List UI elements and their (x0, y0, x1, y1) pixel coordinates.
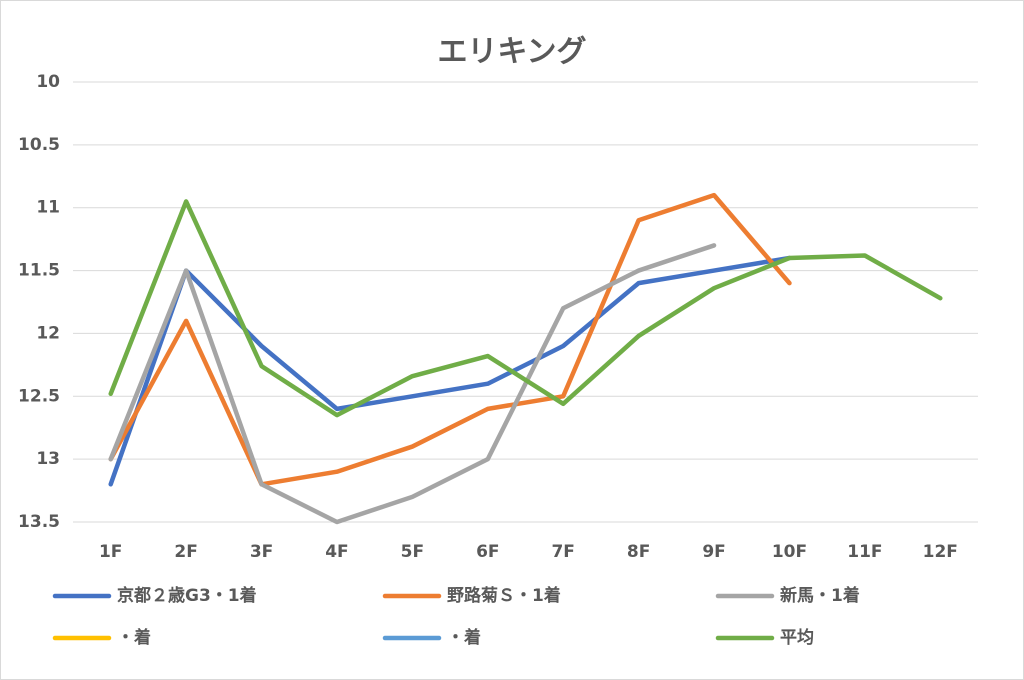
series-line (108, 192, 792, 487)
series-line (108, 243, 717, 525)
legend-label: 京都２歳G3・1着 (117, 585, 257, 606)
x-tick-label: 1F (99, 542, 122, 562)
x-tick-label: 4F (325, 542, 348, 562)
x-tick-label: 7F (551, 542, 574, 562)
y-tick-label: 10 (36, 72, 60, 92)
x-tick-label: 6F (476, 542, 499, 562)
x-tick-label: 5F (401, 542, 424, 562)
legend-label: ・着 (117, 627, 151, 648)
series-line (108, 255, 792, 487)
y-tick-label: 10.5 (18, 135, 60, 155)
x-tick-label: 10F (772, 542, 807, 562)
y-tick-label: 13 (36, 449, 60, 469)
y-tick-label: 11.5 (18, 261, 60, 281)
x-tick-label: 9F (702, 542, 725, 562)
y-tick-label: 12 (36, 323, 60, 343)
x-tick-label: 11F (847, 542, 882, 562)
y-tick-label: 12.5 (18, 386, 60, 406)
y-tick-label: 13.5 (18, 512, 60, 532)
legend-label: 新馬・1着 (780, 585, 860, 606)
x-tick-label: 8F (627, 542, 650, 562)
x-tick-label: 2F (174, 542, 197, 562)
chart-title: エリキング (437, 35, 586, 70)
legend-label: 平均 (780, 627, 814, 648)
legend-label: 野路菊Ｓ・1着 (447, 585, 561, 606)
legend-label: ・着 (447, 627, 481, 648)
x-tick-label: 12F (923, 542, 958, 562)
y-tick-label: 11 (36, 198, 60, 218)
series-line (108, 199, 943, 418)
x-tick-label: 3F (250, 542, 273, 562)
